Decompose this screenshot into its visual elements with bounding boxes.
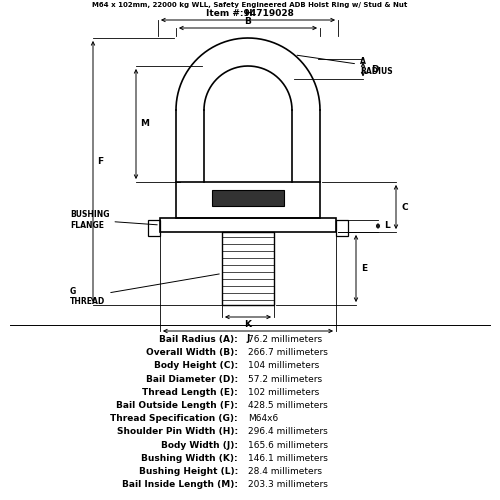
Text: 266.7 millimeters: 266.7 millimeters: [248, 348, 328, 357]
Text: M64x6: M64x6: [248, 414, 278, 423]
Text: Bail Diameter (D):: Bail Diameter (D):: [146, 374, 238, 384]
Text: Bushing Height (L):: Bushing Height (L):: [139, 467, 238, 476]
Text: M: M: [140, 120, 149, 128]
Text: 165.6 millimeters: 165.6 millimeters: [248, 440, 328, 450]
Bar: [212, 190, 284, 206]
Text: D: D: [371, 65, 378, 74]
Bar: [160, 218, 336, 232]
Text: 296.4 millimeters: 296.4 millimeters: [248, 428, 328, 436]
Text: 76.2 millimeters: 76.2 millimeters: [248, 335, 322, 344]
Text: 102 millimeters: 102 millimeters: [248, 388, 320, 397]
Text: Overall Width (B):: Overall Width (B):: [146, 348, 238, 357]
Text: 203.3 millimeters: 203.3 millimeters: [248, 480, 328, 489]
Text: Bail Outside Length (F):: Bail Outside Length (F):: [116, 401, 238, 410]
Text: Thread Length (E):: Thread Length (E):: [142, 388, 238, 397]
Text: 28.4 millimeters: 28.4 millimeters: [248, 467, 322, 476]
Text: 428.5 millimeters: 428.5 millimeters: [248, 401, 328, 410]
Text: Body Width (J):: Body Width (J):: [161, 440, 238, 450]
Bar: [336, 220, 348, 236]
Text: Item #:94719028: Item #:94719028: [206, 9, 294, 18]
Text: A
RADIUS: A RADIUS: [297, 55, 392, 76]
Text: Bail Radius (A):: Bail Radius (A):: [159, 335, 238, 344]
Text: J: J: [246, 334, 250, 343]
Text: 57.2 millimeters: 57.2 millimeters: [248, 374, 322, 384]
Text: L: L: [384, 222, 390, 230]
Text: 104 millimeters: 104 millimeters: [248, 362, 320, 370]
Text: 146.1 millimeters: 146.1 millimeters: [248, 454, 328, 463]
Text: K: K: [244, 320, 252, 329]
Text: Thread Specification (G):: Thread Specification (G):: [110, 414, 238, 423]
Text: M64 x 102mm, 22000 kg WLL, Safety Engineered ADB Hoist Ring w/ Stud & Nut: M64 x 102mm, 22000 kg WLL, Safety Engine…: [92, 2, 407, 8]
Bar: [148, 220, 160, 236]
Text: E: E: [361, 264, 367, 273]
Text: Body Height (C):: Body Height (C):: [154, 362, 238, 370]
Text: Bushing Width (K):: Bushing Width (K):: [142, 454, 238, 463]
Text: Bail Inside Length (M):: Bail Inside Length (M):: [122, 480, 238, 489]
Text: G
THREAD: G THREAD: [70, 274, 220, 306]
Text: C: C: [402, 202, 408, 211]
Text: Shoulder Pin Width (H):: Shoulder Pin Width (H):: [117, 428, 238, 436]
Text: F: F: [97, 157, 103, 166]
Bar: [176, 182, 320, 218]
Text: B: B: [244, 17, 252, 26]
Bar: [222, 232, 274, 305]
Text: BUSHING
FLANGE: BUSHING FLANGE: [70, 210, 157, 230]
Text: H: H: [244, 9, 252, 18]
